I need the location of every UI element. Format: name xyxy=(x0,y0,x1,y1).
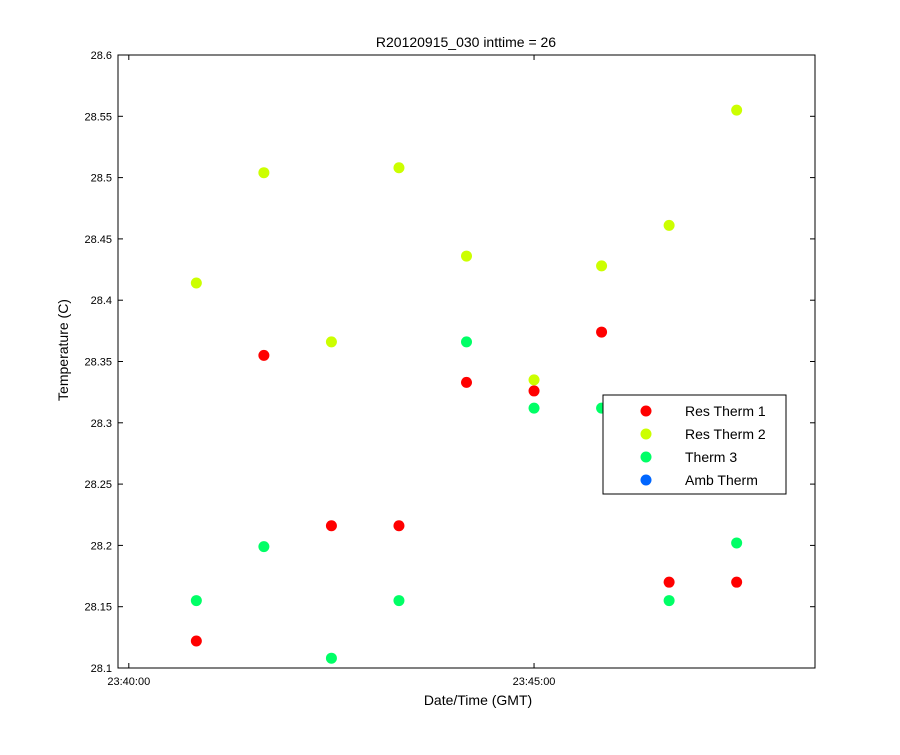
data-point xyxy=(393,162,405,174)
legend-marker xyxy=(640,428,652,440)
data-point xyxy=(663,219,675,231)
y-tick-label: 28.1 xyxy=(91,663,112,675)
y-tick-label: 28.55 xyxy=(84,111,112,123)
data-point xyxy=(663,595,675,607)
legend-label: Res Therm 2 xyxy=(685,426,766,442)
data-point xyxy=(325,336,337,348)
data-point xyxy=(528,402,540,414)
data-point xyxy=(528,385,540,397)
y-tick-label: 28.4 xyxy=(91,295,112,307)
y-axis-title: Temperature (C) xyxy=(55,299,71,401)
data-point xyxy=(461,376,472,388)
y-tick-label: 28.15 xyxy=(84,602,112,614)
legend-marker xyxy=(640,405,652,417)
x-tick-label: 23:40:00 xyxy=(107,676,150,688)
data-point xyxy=(393,595,405,607)
y-tick-label: 28.25 xyxy=(84,479,112,491)
data-point xyxy=(731,576,743,588)
legend-label: Res Therm 1 xyxy=(685,403,766,419)
x-axis-title: Date/Time (GMT) xyxy=(424,692,532,708)
legend-label: Amb Therm xyxy=(685,472,758,488)
series-0 xyxy=(190,326,743,647)
data-point xyxy=(258,167,270,179)
x-tick-label: 23:45:00 xyxy=(513,676,556,688)
data-point xyxy=(528,374,540,386)
data-point xyxy=(663,576,675,588)
data-point xyxy=(190,595,202,607)
data-point xyxy=(731,104,743,116)
legend-marker xyxy=(640,474,652,486)
data-point xyxy=(393,520,405,532)
data-point xyxy=(325,652,337,664)
y-tick-label: 28.6 xyxy=(91,50,112,62)
data-point xyxy=(461,250,472,262)
data-point xyxy=(258,541,270,553)
y-tick-label: 28.45 xyxy=(84,234,112,246)
legend-marker xyxy=(640,451,652,463)
y-tick-label: 28.3 xyxy=(91,418,112,430)
legend-label: Therm 3 xyxy=(685,449,737,465)
y-tick-label: 28.5 xyxy=(91,173,112,185)
data-points xyxy=(190,104,743,664)
axis-ticks: 28.1 28.15 28.2 28.25 28.3 28.35 28.4 28.45 28.5… xyxy=(84,50,815,688)
y-tick-label: 28.35 xyxy=(84,357,112,369)
series-2 xyxy=(190,336,743,664)
y-tick-label: 28.2 xyxy=(91,540,112,552)
chart-title: R20120915_030 inttime = 26 xyxy=(376,34,556,50)
legend: Res Therm 1 Res Therm 2 Therm 3 Amb Therm xyxy=(602,394,787,495)
plot-area xyxy=(117,54,816,669)
data-point xyxy=(190,635,202,647)
data-point xyxy=(190,277,202,289)
data-point xyxy=(258,349,270,361)
data-point xyxy=(325,520,337,532)
data-point xyxy=(461,336,472,348)
data-point xyxy=(731,537,743,549)
data-point xyxy=(596,326,608,338)
data-point xyxy=(596,260,608,272)
series-1 xyxy=(190,104,743,386)
legend-box xyxy=(602,394,787,495)
